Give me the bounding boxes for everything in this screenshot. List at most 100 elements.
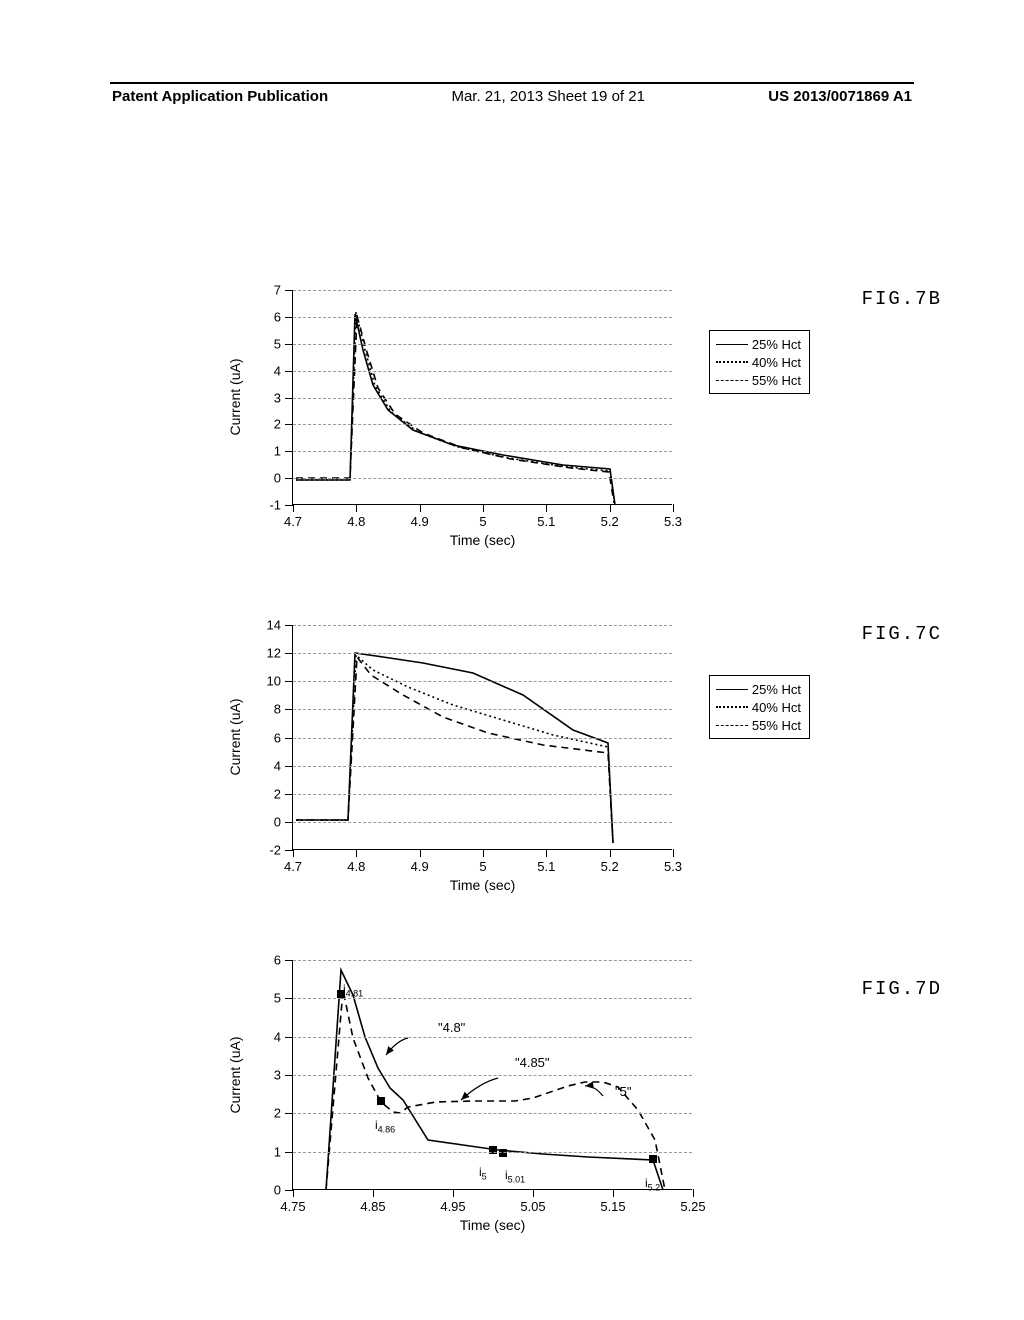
fig-7c-plot: Current (uA) Time (sec) 25% Hct40% Hct55… xyxy=(292,625,672,850)
marker-label: i5.01 xyxy=(505,1168,525,1184)
legend-item: 25% Hct xyxy=(716,680,801,698)
header-right: US 2013/0071869 A1 xyxy=(768,88,912,105)
gridline xyxy=(293,822,672,823)
y-tick-label: 0 xyxy=(274,471,293,486)
fig-7c: FIG.7C Current (uA) Time (sec) 25% Hct40… xyxy=(202,615,822,905)
x-tick-label: 4.7 xyxy=(284,849,302,874)
gridline xyxy=(293,478,672,479)
legend-line-icon xyxy=(716,344,748,345)
legend-label: 55% Hct xyxy=(752,373,801,388)
header: Patent Application Publication Mar. 21, … xyxy=(112,88,912,105)
annotation-label: "4.8" xyxy=(438,1020,466,1035)
fig-7c-ytitle: Current (uA) xyxy=(227,698,243,775)
gridline xyxy=(293,709,672,710)
legend-label: 55% Hct xyxy=(752,718,801,733)
x-tick-label: 4.75 xyxy=(280,1189,305,1214)
legend-label: 40% Hct xyxy=(752,355,801,370)
header-center: Mar. 21, 2013 Sheet 19 of 21 xyxy=(451,88,644,105)
data-series xyxy=(296,657,613,843)
y-tick-label: 5 xyxy=(274,336,293,351)
fig-7b-ytitle: Current (uA) xyxy=(227,358,243,435)
legend-label: 25% Hct xyxy=(752,682,801,697)
y-tick-label: 2 xyxy=(274,786,293,801)
gridline xyxy=(293,625,672,626)
annotation-arrow xyxy=(461,1078,498,1100)
fig-7b-label: FIG.7B xyxy=(862,288,942,310)
data-marker xyxy=(499,1149,507,1157)
y-tick-label: 8 xyxy=(274,702,293,717)
x-tick-label: 4.85 xyxy=(360,1189,385,1214)
legend-line-icon xyxy=(716,689,748,690)
gridline xyxy=(293,1152,692,1153)
fig-7d: FIG.7D Current (uA) Time (sec) "4.8""4.8… xyxy=(202,950,822,1260)
y-tick-label: 0 xyxy=(274,814,293,829)
data-series xyxy=(296,655,613,843)
annotation-label: "4.85" xyxy=(515,1055,550,1070)
x-tick-label: 5.3 xyxy=(664,849,682,874)
x-tick-label: 4.8 xyxy=(347,504,365,529)
annotation-label: "5" xyxy=(615,1084,632,1099)
legend-item: 40% Hct xyxy=(716,698,801,716)
x-tick-label: 5.2 xyxy=(601,504,619,529)
gridline xyxy=(293,794,672,795)
marker-label: i5 xyxy=(479,1165,487,1181)
gridline xyxy=(293,1075,692,1076)
x-tick-label: 4.95 xyxy=(440,1189,465,1214)
fig-7b-plot: Current (uA) Time (sec) 25% Hct40% Hct55… xyxy=(292,290,672,505)
legend-line-icon xyxy=(716,380,748,381)
gridline xyxy=(293,766,672,767)
x-tick-label: 5.1 xyxy=(537,849,555,874)
gridline xyxy=(293,681,672,682)
legend-line-icon xyxy=(716,725,748,726)
x-tick-label: 4.8 xyxy=(347,849,365,874)
gridline xyxy=(293,738,672,739)
x-tick-label: 5.1 xyxy=(537,504,555,529)
annotation-arrow xyxy=(386,1038,408,1055)
x-tick-label: 5 xyxy=(479,849,486,874)
gridline xyxy=(293,398,672,399)
legend-label: 40% Hct xyxy=(752,700,801,715)
x-tick-label: 4.7 xyxy=(284,504,302,529)
x-tick-label: 5.2 xyxy=(601,849,619,874)
y-tick-label: 3 xyxy=(274,390,293,405)
gridline xyxy=(293,451,672,452)
y-tick-label: 6 xyxy=(274,309,293,324)
y-tick-label: 6 xyxy=(274,953,293,968)
fig-7d-ytitle: Current (uA) xyxy=(227,1036,243,1113)
x-tick-label: 5.05 xyxy=(520,1189,545,1214)
fig-7d-plot: Current (uA) Time (sec) "4.8""4.85""5" 0… xyxy=(292,960,692,1190)
x-tick-label: 4.9 xyxy=(411,849,429,874)
fig-7c-label: FIG.7C xyxy=(862,623,942,645)
data-series xyxy=(326,970,663,1190)
y-tick-label: 4 xyxy=(274,758,293,773)
x-tick-label: 5 xyxy=(479,504,486,529)
legend-item: 55% Hct xyxy=(716,716,801,734)
gridline xyxy=(293,653,672,654)
legend-label: 25% Hct xyxy=(752,337,801,352)
header-rule xyxy=(110,82,914,84)
gridline xyxy=(293,960,692,961)
fig-7c-legend: 25% Hct 40% Hct 55% Hct xyxy=(709,675,810,739)
data-marker xyxy=(489,1146,497,1154)
legend-line-icon xyxy=(716,361,748,363)
y-tick-label: 1 xyxy=(274,444,293,459)
gridline xyxy=(293,344,672,345)
marker-label: i4.81 xyxy=(343,982,363,998)
y-tick-label: 2 xyxy=(274,417,293,432)
legend-item: 40% Hct xyxy=(716,353,801,371)
y-tick-label: 10 xyxy=(267,674,293,689)
legend-item: 25% Hct xyxy=(716,335,801,353)
annotation-arrow xyxy=(585,1086,603,1096)
gridline xyxy=(293,290,672,291)
y-tick-label: 12 xyxy=(267,646,293,661)
x-tick-label: 5.3 xyxy=(664,504,682,529)
y-tick-label: 1 xyxy=(274,1144,293,1159)
gridline xyxy=(293,1113,692,1114)
y-tick-label: 7 xyxy=(274,283,293,298)
marker-label: i4.86 xyxy=(375,1118,395,1134)
page-content: FIG.7B Current (uA) Time (sec) 25% Hct40… xyxy=(0,140,1024,1305)
fig-7b: FIG.7B Current (uA) Time (sec) 25% Hct40… xyxy=(202,280,822,570)
gridline xyxy=(293,371,672,372)
data-marker xyxy=(377,1097,385,1105)
gridline xyxy=(293,317,672,318)
